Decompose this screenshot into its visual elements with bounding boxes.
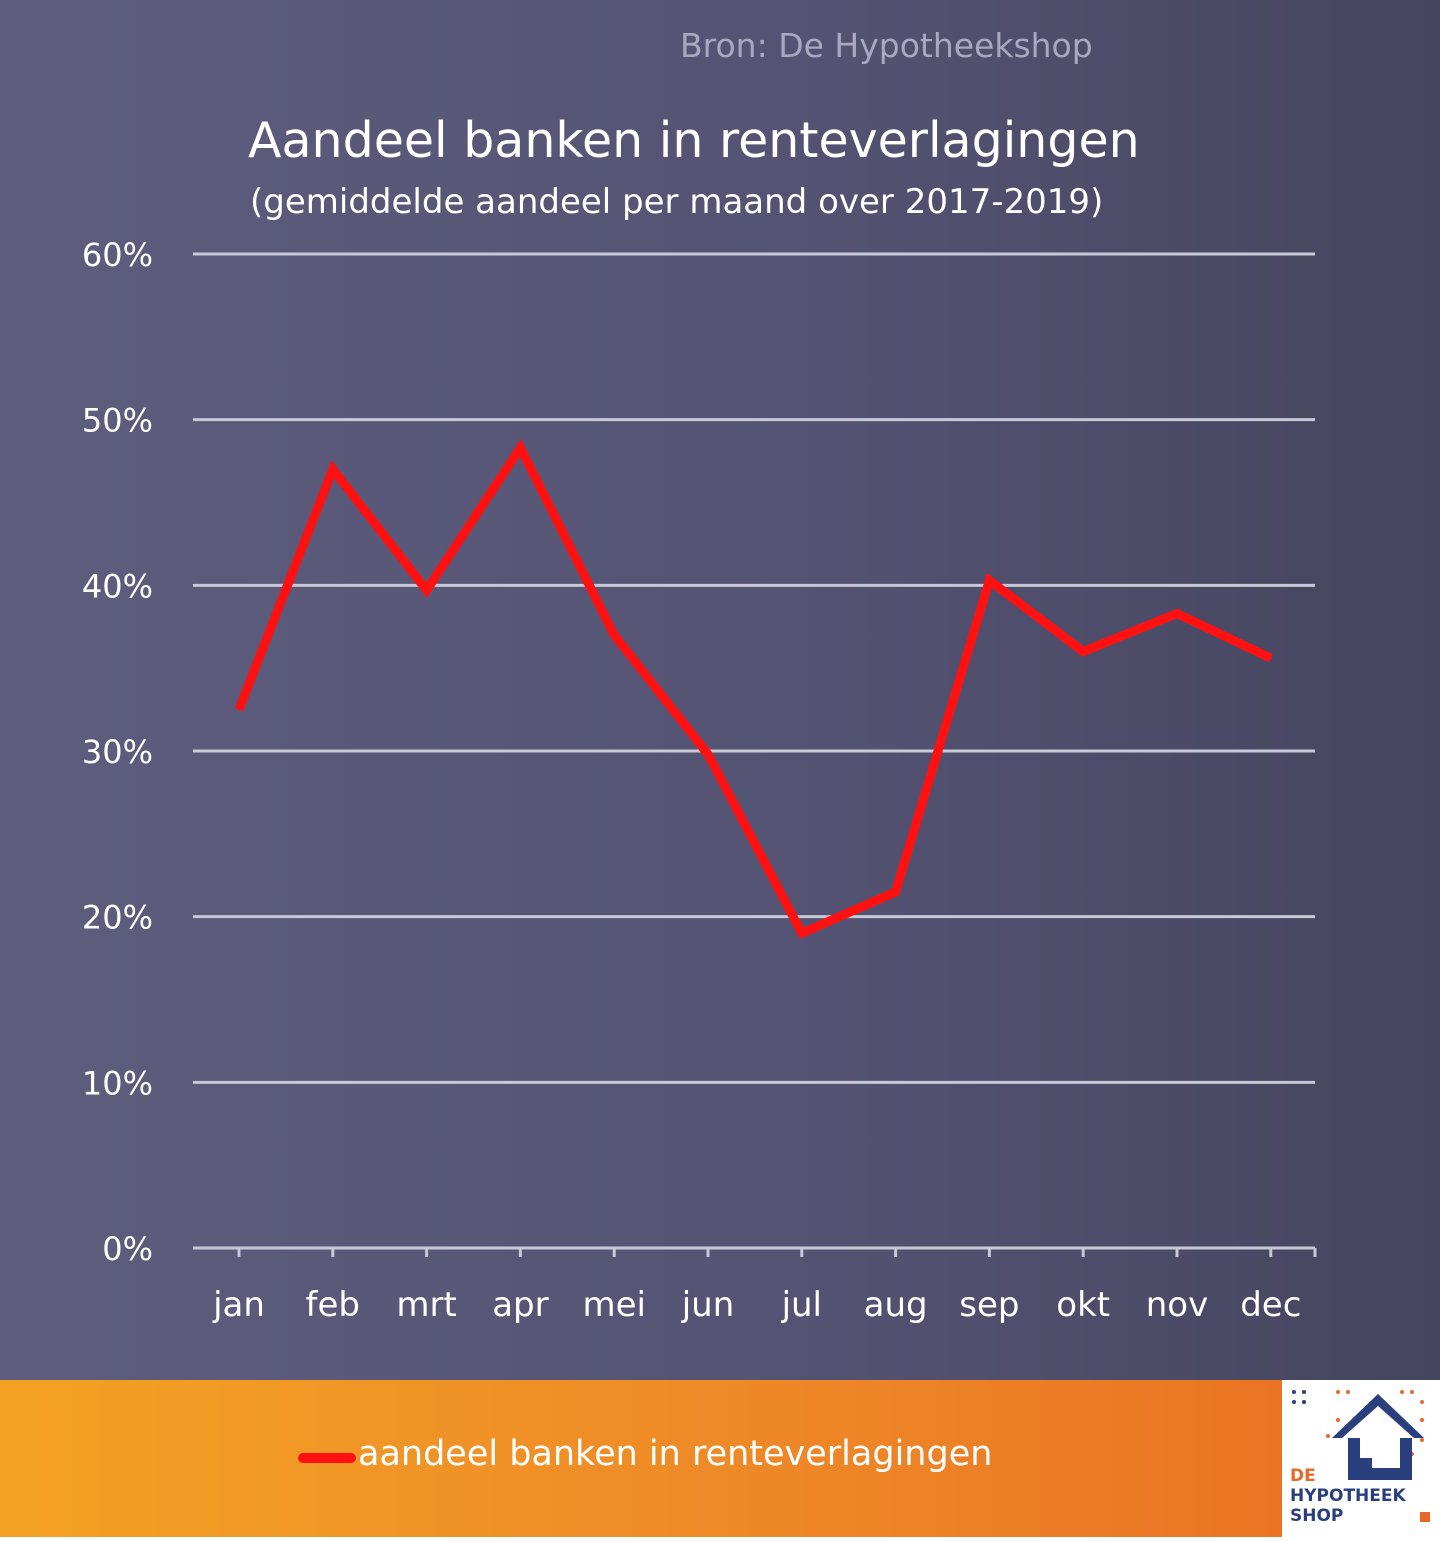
data-point-okt: [1082, 650, 1085, 653]
x-tick-label: sep: [959, 1285, 1019, 1325]
legend-bar: aandeel banken in renteverlagingen: [0, 1380, 1282, 1537]
x-tick-label: feb: [306, 1285, 360, 1325]
y-axis-ticks: 0% 10% 20% 30% 40% 50% 60%: [82, 236, 153, 1268]
logo-text: DE HYPOTHEEK SHOP: [1290, 1466, 1440, 1526]
y-tick-label: 40%: [82, 567, 153, 605]
y-tick-label: 0%: [102, 1230, 153, 1268]
chart-source: Bron: De Hypotheekshop: [680, 26, 1093, 65]
data-point-sep: [988, 579, 991, 582]
x-tick-label: nov: [1146, 1285, 1208, 1325]
x-tick-label: jun: [681, 1285, 735, 1325]
chart-title: Aandeel banken in renteverlagingen: [248, 112, 1140, 169]
chart-panel: Bron: De Hypotheekshop Aandeel banken in…: [0, 0, 1440, 1380]
x-tick-label: jan: [212, 1285, 265, 1325]
data-point-mei: [613, 634, 616, 637]
logo-line-hypotheek: HYPOTHEEK: [1290, 1486, 1406, 1506]
logo-line-shop: SHOP: [1290, 1506, 1344, 1526]
x-tick-label: dec: [1240, 1285, 1301, 1325]
y-tick-label: 30%: [82, 733, 153, 771]
chart-subtitle: (gemiddelde aandeel per maand over 2017-…: [250, 182, 1104, 222]
x-tick-label: aug: [864, 1285, 928, 1325]
y-tick-label: 50%: [82, 402, 153, 440]
x-axis-ticks: jan feb mrt apr mei jun jul aug sep okt nov dec: [212, 1248, 1317, 1325]
grid-lines: [193, 252, 1315, 1250]
data-point-feb: [331, 468, 334, 471]
data-point-apr: [519, 446, 522, 449]
data-point-mrt: [425, 589, 428, 592]
logo-line-de: DE: [1290, 1466, 1316, 1486]
legend-swatch: [298, 1453, 356, 1463]
y-tick-label: 20%: [82, 899, 153, 937]
y-tick-label: 10%: [82, 1064, 153, 1102]
line-chart: 0%10%20%30%40%50%60% jan feb mrt apr mei jun j…: [82, 236, 1317, 1325]
x-tick-label: mei: [582, 1285, 645, 1325]
data-point-jan: [238, 708, 240, 711]
x-tick-label: mrt: [396, 1285, 456, 1325]
data-point-dec: [1269, 657, 1272, 660]
x-tick-label: okt: [1056, 1285, 1110, 1325]
logo-graphic: [1292, 1390, 1430, 1522]
series-layer: [234, 438, 1273, 940]
x-tick-label: apr: [492, 1285, 548, 1325]
data-point-jul: [800, 932, 803, 935]
data-point-aug: [894, 890, 897, 893]
series-line: [234, 438, 1273, 940]
legend-label: aandeel banken in renteverlagingen: [358, 1434, 993, 1474]
data-point-jun: [707, 753, 709, 756]
y-tick-label: 60%: [82, 236, 153, 274]
data-point-nov: [1176, 612, 1178, 615]
x-tick-label: jul: [781, 1285, 822, 1325]
house-logo-icon: DE HYPOTHEEK SHOP: [1282, 1380, 1440, 1537]
